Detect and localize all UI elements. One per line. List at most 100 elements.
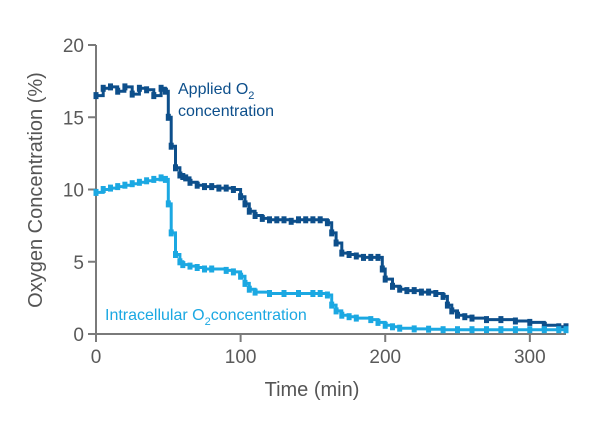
x-tick-label: 200 xyxy=(369,347,401,368)
data-point-intracellular xyxy=(527,326,533,334)
data-point-intracellular xyxy=(230,268,236,276)
data-point-intracellular xyxy=(310,290,316,297)
data-point-applied xyxy=(246,207,252,215)
data-point-intracellular xyxy=(484,326,489,334)
data-point-applied xyxy=(346,251,352,258)
data-point-intracellular xyxy=(368,316,374,324)
data-point-applied xyxy=(484,316,489,324)
annotation-applied-line2: concentration xyxy=(178,103,274,120)
data-point-intracellular xyxy=(177,258,183,266)
data-point-applied xyxy=(411,287,417,295)
data-point-intracellular xyxy=(136,178,142,186)
data-point-intracellular xyxy=(455,326,460,334)
data-point-intracellular xyxy=(242,279,248,287)
data-point-applied xyxy=(144,86,150,94)
data-point-applied xyxy=(209,183,215,191)
y-tick-label: 0 xyxy=(73,325,84,346)
data-point-applied xyxy=(252,212,258,219)
data-point-applied xyxy=(296,216,301,224)
data-point-applied xyxy=(122,83,128,91)
data-point-intracellular xyxy=(411,325,417,333)
data-point-applied xyxy=(469,314,475,322)
data-point-applied xyxy=(339,249,345,257)
x-tick-label: 0 xyxy=(91,347,102,368)
data-point-intracellular xyxy=(426,325,432,333)
y-axis-title: Oxygen Concentration (%) xyxy=(25,72,47,308)
data-point-applied xyxy=(216,184,222,192)
annotation-intracellular-tail: concentration xyxy=(211,307,307,324)
data-point-applied xyxy=(317,216,323,224)
data-point-applied xyxy=(303,216,309,224)
data-point-intracellular xyxy=(108,184,113,192)
data-point-intracellular xyxy=(173,251,178,258)
data-point-intracellular xyxy=(151,175,157,183)
data-point-applied xyxy=(426,288,432,296)
data-point-applied xyxy=(541,321,547,329)
data-point-applied xyxy=(440,292,446,300)
annotation-intracellular-main: Intracellular O xyxy=(105,307,205,324)
data-point-intracellular xyxy=(296,290,301,297)
x-tick-label: 300 xyxy=(514,347,546,368)
data-point-applied xyxy=(329,229,335,237)
data-point-intracellular xyxy=(346,313,352,321)
data-point-intracellular xyxy=(324,291,330,299)
data-point-applied xyxy=(173,164,178,172)
data-point-applied xyxy=(390,282,395,290)
data-point-intracellular xyxy=(180,261,186,269)
data-point-applied xyxy=(194,181,200,189)
data-point-intracellular xyxy=(202,265,207,273)
data-point-applied xyxy=(397,285,403,293)
data-point-applied xyxy=(259,214,265,222)
data-point-applied xyxy=(418,288,424,296)
data-point-applied xyxy=(455,311,460,319)
data-point-intracellular xyxy=(440,326,446,334)
data-point-applied xyxy=(108,83,113,91)
data-point-intracellular xyxy=(469,326,475,334)
data-point-intracellular xyxy=(158,174,164,182)
series-layer xyxy=(93,83,569,334)
data-point-applied xyxy=(93,92,99,100)
svg-text:Applied O2: Applied O2 xyxy=(178,81,254,102)
annotation-intracellular-subscript: 2 xyxy=(205,316,211,328)
data-point-intracellular xyxy=(329,301,335,309)
data-point-applied xyxy=(404,287,410,295)
data-point-intracellular xyxy=(281,290,287,297)
data-point-intracellular xyxy=(162,175,168,183)
data-point-applied xyxy=(449,307,455,315)
data-point-intracellular xyxy=(333,307,339,315)
data-point-applied xyxy=(238,193,244,201)
data-point-applied xyxy=(462,313,468,321)
data-point-applied xyxy=(512,317,518,325)
svg-text:Intracellular O2concentration: Intracellular O2concentration xyxy=(105,307,307,328)
data-point-intracellular xyxy=(93,188,99,196)
data-point-intracellular xyxy=(129,180,135,188)
x-axis-ticks: 0 100 200 300 xyxy=(91,334,546,368)
data-point-applied xyxy=(158,84,164,92)
data-point-intracellular xyxy=(339,311,345,319)
data-point-applied xyxy=(353,252,359,260)
annotation-applied-line1: Applied O xyxy=(178,81,248,98)
data-point-intracellular xyxy=(512,326,518,334)
data-point-applied xyxy=(444,301,450,309)
data-point-intracellular xyxy=(252,288,258,296)
y-axis-ticks: 0 5 10 15 20 xyxy=(63,36,96,346)
data-point-applied xyxy=(382,275,388,283)
data-point-intracellular xyxy=(541,326,547,334)
data-point-intracellular xyxy=(317,290,323,297)
data-point-applied xyxy=(274,216,280,224)
data-point-applied xyxy=(162,87,168,95)
data-point-applied xyxy=(168,142,174,150)
data-point-intracellular xyxy=(223,266,229,274)
x-axis-title: Time (min) xyxy=(265,379,360,401)
data-point-intracellular xyxy=(556,326,562,334)
data-point-applied xyxy=(115,87,121,95)
data-point-intracellular xyxy=(390,323,395,331)
data-point-intracellular xyxy=(353,314,359,322)
y-tick-label: 20 xyxy=(63,36,84,57)
data-point-applied xyxy=(333,239,339,247)
annotation-applied: Applied O2 concentration xyxy=(178,81,274,120)
y-tick-label: 15 xyxy=(63,108,84,129)
data-point-applied xyxy=(202,183,207,191)
data-point-applied xyxy=(433,290,439,297)
